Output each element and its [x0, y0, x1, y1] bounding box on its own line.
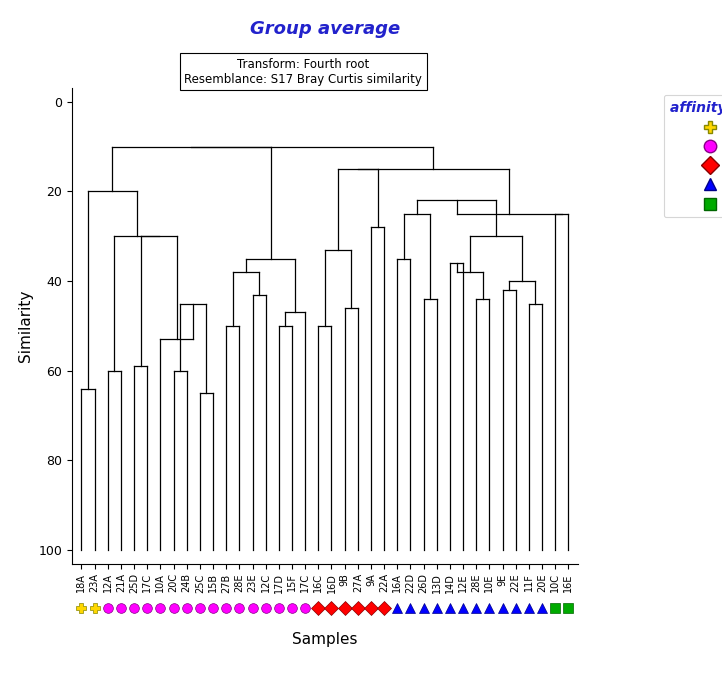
Y-axis label: Similarity: Similarity	[18, 290, 33, 362]
X-axis label: Samples: Samples	[292, 632, 357, 647]
Text: Transform: Fourth root
Resemblance: S17 Bray Curtis similarity: Transform: Fourth root Resemblance: S17 …	[184, 58, 422, 86]
Text: Group average: Group average	[250, 20, 400, 39]
Legend: A1, A2, B1, B2, B3: A1, A2, B1, B2, B3	[664, 94, 722, 217]
